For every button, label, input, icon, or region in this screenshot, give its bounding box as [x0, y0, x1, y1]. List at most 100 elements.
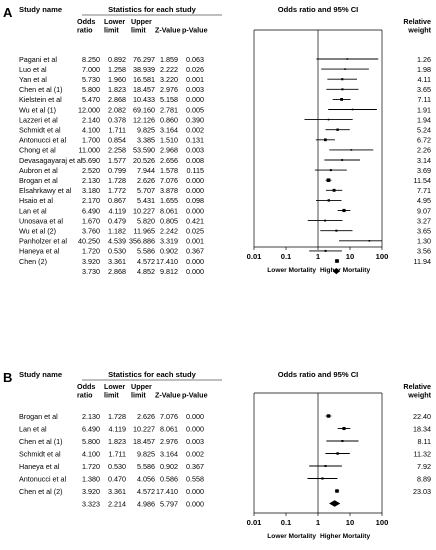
relative-weight-value: 1.30 [417, 237, 431, 246]
relative-weight-value: 4.95 [417, 196, 431, 205]
lower-limit-value: 1.772 [108, 186, 126, 195]
upper-limit-value: 16.581 [133, 75, 155, 84]
z-value: 5.158 [160, 95, 178, 104]
lower-limit-value: 3.361 [108, 257, 126, 266]
study-estimate-marker [329, 169, 332, 172]
study-estimate-marker [341, 78, 344, 81]
z-value: 3.319 [160, 237, 178, 246]
z-value: 1.578 [160, 166, 178, 175]
relative-weight-value: 6.72 [417, 136, 431, 145]
z-value: 2.976 [160, 437, 178, 446]
study-name: Lazzeri et al [19, 115, 58, 124]
header-study-name: Study name [19, 370, 62, 379]
odds-ratio-value: 2.170 [82, 196, 100, 205]
study-estimate-marker [335, 489, 339, 493]
relative-weight-value: 5.24 [417, 126, 431, 135]
header-relative-weight: Relative weight [403, 17, 431, 35]
lower-limit-value: 2.258 [108, 146, 126, 155]
p-value: 0.000 [186, 95, 204, 104]
study-row: Lazzeri et al 2.140 0.378 12.126 0.860 0.390 1… [19, 115, 431, 124]
header-p-value: p-Value [182, 391, 208, 400]
z-value: 2.781 [160, 105, 178, 114]
summary-odds-ratio: 3.730 [82, 267, 100, 276]
study-row: Antonucci et al 1.380 0.470 4.056 0.586 0.558… [19, 474, 431, 483]
upper-limit-value: 4.572 [137, 487, 155, 496]
z-value: 17.410 [156, 487, 178, 496]
study-name: Elsahrkawy et al [19, 186, 72, 195]
header-upper-limit: Upper limit [131, 17, 152, 35]
lower-limit-value: 1.823 [108, 85, 126, 94]
lower-limit-value: 0.799 [108, 166, 126, 175]
header-z-value: Z-Value [155, 391, 181, 400]
odds-ratio-value: 2.130 [82, 412, 100, 421]
study-name: Antonucci et al [19, 474, 67, 483]
study-row: Chong et al 11.000 2.258 53.590 2.968 0.003 2.… [19, 146, 431, 155]
upper-limit-value: 76.297 [133, 55, 155, 64]
z-value: 0.860 [160, 115, 178, 124]
upper-limit-value: 10.433 [133, 95, 155, 104]
z-value: 0.586 [160, 474, 178, 483]
relative-weight-value: 3.56 [417, 247, 431, 256]
p-value: 0.026 [186, 65, 204, 74]
axis-tick-label: 0.1 [281, 252, 292, 261]
lower-limit-value: 2.868 [108, 95, 126, 104]
study-name: Wu et al (2) [19, 227, 56, 236]
z-value: 2.656 [160, 156, 178, 165]
upper-limit-value: 10.227 [133, 206, 155, 215]
relative-weight-value: 1.91 [417, 105, 431, 114]
lower-limit-value: 4.119 [109, 424, 126, 433]
p-value: 0.000 [186, 186, 204, 195]
study-row: Schmidt et al 4.100 1.711 9.825 3.164 0.002 5.… [19, 126, 431, 135]
lower-limit-value: 1.182 [108, 227, 126, 236]
p-value: 0.000 [186, 206, 204, 215]
summary-z-value: 5.797 [160, 499, 178, 508]
study-row: Panholzer et al 40.250 4.539 356.886 3.319 0.… [19, 237, 431, 246]
summary-p-value: 0.000 [186, 267, 204, 276]
study-row: Lan et al 6.490 4.119 10.227 8.061 0.000 9.07 [19, 206, 431, 215]
study-name: Hsaio et al [19, 196, 53, 205]
study-estimate-marker [335, 229, 338, 232]
p-value: 0.001 [186, 237, 204, 246]
study-name: Schmidt et al [19, 449, 61, 458]
z-value: 3.164 [160, 126, 178, 135]
p-value: 0.421 [186, 216, 204, 225]
panel-label: A [3, 5, 13, 20]
study-row: Unosava et al 1.670 0.479 5.820 0.805 0.421 3.… [19, 216, 431, 225]
lower-limit-value: 3.361 [108, 487, 126, 496]
odds-ratio-value: 5.470 [82, 95, 100, 104]
study-name: Aubron et al [19, 166, 58, 175]
upper-limit-value: 5.586 [137, 247, 155, 256]
axis-tick-label: 10 [346, 252, 354, 261]
study-estimate-marker [326, 178, 331, 182]
study-rows: Brogan et al 2.130 1.728 2.626 7.076 0.000 22.… [19, 412, 431, 496]
relative-weight-value: 4.11 [418, 75, 431, 84]
summary-upper-limit: 4.986 [137, 499, 155, 508]
upper-limit-value: 38.939 [133, 65, 155, 74]
study-name: Chen et al (1) [19, 85, 63, 94]
p-value: 0.003 [186, 437, 204, 446]
relative-weight-value: 1.98 [417, 65, 431, 74]
p-value: 0.000 [186, 487, 204, 496]
odds-ratio-value: 5.690 [82, 156, 100, 165]
relative-weight-value: 7.11 [418, 95, 431, 104]
odds-ratio-value: 5.730 [82, 75, 100, 84]
p-value: 0.002 [186, 449, 204, 458]
relative-weight-value: 9.07 [417, 206, 431, 215]
study-estimate-marker [344, 68, 346, 70]
odds-ratio-value: 6.490 [82, 424, 100, 433]
relative-weight-value: 23.03 [413, 487, 431, 496]
study-estimate-marker [342, 208, 346, 213]
lower-limit-value: 0.530 [108, 247, 126, 256]
relative-weight-value: 3.65 [417, 85, 431, 94]
z-value: 1.510 [160, 136, 178, 145]
relative-weight-value: 3.14 [417, 156, 431, 165]
upper-limit-value: 2.626 [137, 176, 155, 185]
lower-mortality-label: Lower Mortality [267, 267, 316, 274]
study-row: Luo et al 7.000 1.258 38.939 2.222 0.026 1.98 [19, 65, 431, 74]
summary-diamond [329, 500, 341, 507]
study-row: Aubron et al 2.520 0.799 7.944 1.578 0.115 3.6… [19, 166, 431, 175]
study-row: Brogan et al 2.130 1.728 2.626 7.076 0.000 22.… [19, 412, 431, 421]
p-value: 0.063 [186, 55, 204, 64]
odds-ratio-value: 1.380 [82, 474, 100, 483]
